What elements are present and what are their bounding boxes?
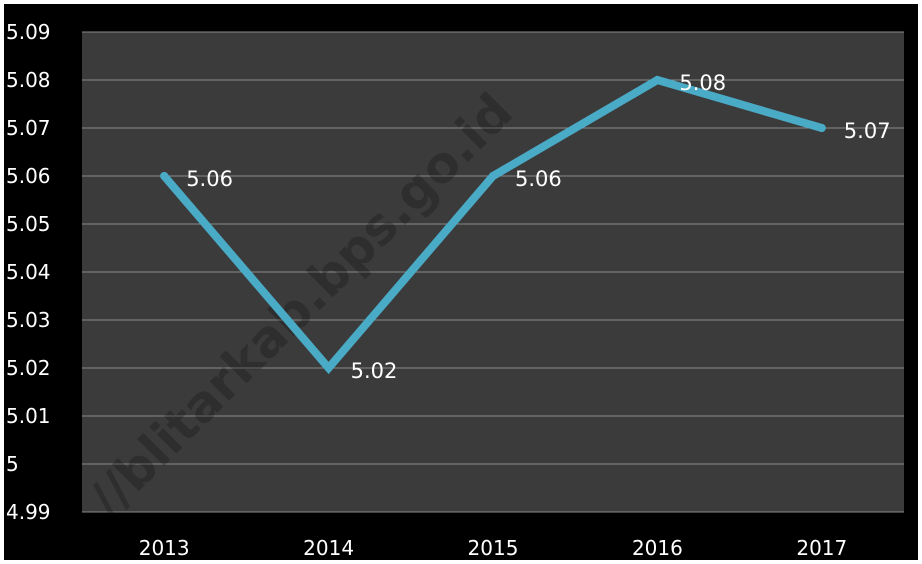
data-label: 5.02 xyxy=(351,359,398,383)
data-labels: 5.06 5.02 5.06 5.08 5.07 xyxy=(186,71,890,383)
y-tick-label: 5 xyxy=(6,452,19,476)
data-point xyxy=(817,124,826,132)
x-tick-label: 2015 xyxy=(468,536,519,560)
y-tick-label: 5.08 xyxy=(6,68,51,92)
x-axis-ticks: 2013 2014 2015 2016 2017 xyxy=(139,536,848,560)
y-tick-label: 5.01 xyxy=(6,404,51,428)
x-tick-label: 2014 xyxy=(303,536,354,560)
series-layer xyxy=(160,75,826,375)
data-point xyxy=(160,172,169,180)
y-axis-ticks: 4.99 5 5.01 5.02 5.03 5.04 5.05 5.06 5.07 5.08 5.0… xyxy=(6,20,51,524)
x-tick-label: 2016 xyxy=(632,536,683,560)
y-tick-label: 5.03 xyxy=(6,308,51,332)
data-point xyxy=(324,364,333,372)
data-label: 5.07 xyxy=(844,119,891,143)
y-tick-label: 4.99 xyxy=(6,500,51,524)
data-point xyxy=(489,172,497,180)
y-tick-label: 5.02 xyxy=(6,356,51,380)
y-tick-label: 5.09 xyxy=(6,20,51,44)
y-tick-label: 5.04 xyxy=(6,260,51,284)
y-tick-label: 5.05 xyxy=(6,212,51,236)
y-tick-label: 5.06 xyxy=(6,164,51,188)
data-label: 5.06 xyxy=(515,167,562,191)
data-point xyxy=(653,76,662,84)
data-label: 5.06 xyxy=(186,167,233,191)
x-tick-label: 2013 xyxy=(139,536,190,560)
data-label: 5.08 xyxy=(679,71,726,95)
x-tick-label: 2017 xyxy=(796,536,847,560)
y-tick-label: 5.07 xyxy=(6,116,51,140)
